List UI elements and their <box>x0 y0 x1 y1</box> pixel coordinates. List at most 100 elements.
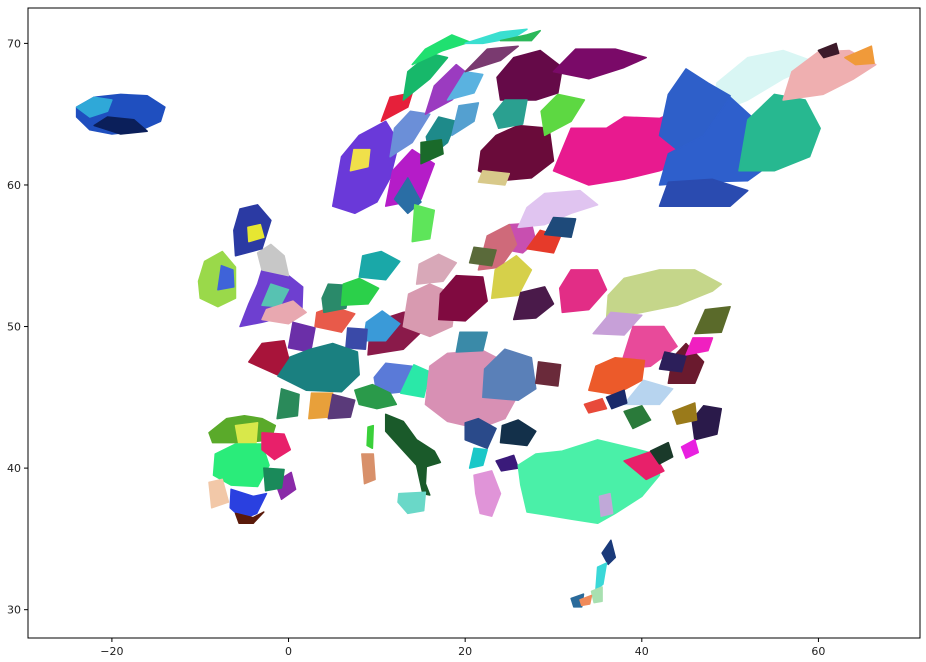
y-tick-label: 40 <box>7 462 21 475</box>
basin-region <box>601 539 617 566</box>
basin-region <box>234 422 259 447</box>
basin-region <box>492 99 528 130</box>
x-tick-label: 20 <box>458 645 472 658</box>
basin-region <box>464 45 519 73</box>
basin-region <box>658 178 749 207</box>
basin-region <box>552 48 647 80</box>
basin-region <box>277 342 360 393</box>
basin-region <box>217 264 235 291</box>
basin-region <box>738 93 821 172</box>
x-tick-label: 60 <box>811 645 825 658</box>
basin-region <box>261 431 292 461</box>
basin-region <box>590 586 603 604</box>
y-tick-label: 30 <box>7 604 21 617</box>
basin-region <box>455 331 488 353</box>
y-tick-label: 70 <box>7 37 21 50</box>
basin-region <box>464 417 497 450</box>
basin-region <box>345 327 368 350</box>
basin-region <box>208 478 230 509</box>
basin-region <box>623 450 665 481</box>
basin-region <box>366 424 375 450</box>
regions-layer <box>75 28 877 608</box>
basin-region <box>384 413 442 496</box>
basin-region <box>464 28 528 45</box>
basin-region <box>411 204 436 243</box>
basin-region <box>361 453 376 485</box>
basin-region <box>711 49 820 115</box>
basin-region <box>558 269 608 314</box>
basin-region <box>256 243 290 277</box>
basin-region <box>649 441 674 465</box>
basin-region <box>496 49 564 101</box>
basin-region <box>817 42 840 59</box>
basin-region <box>340 277 380 307</box>
basin-region <box>473 470 502 517</box>
x-tick-label: −20 <box>100 645 123 658</box>
basin-region <box>691 405 723 441</box>
basin-region <box>618 325 678 370</box>
basin-region <box>354 383 398 410</box>
basin-region <box>468 246 497 267</box>
basin-region <box>411 34 471 66</box>
basin-region <box>680 439 700 459</box>
basin-region <box>499 419 537 447</box>
basin-region <box>844 45 875 66</box>
basin-region <box>437 274 488 322</box>
basin-region <box>362 310 401 342</box>
basin-region <box>274 471 297 501</box>
basin-region <box>623 405 652 430</box>
x-tick-label: 40 <box>635 645 649 658</box>
y-axis: 30 40 50 60 70 <box>7 37 28 617</box>
y-tick-label: 60 <box>7 179 21 192</box>
basin-region <box>499 29 541 42</box>
basin-region <box>671 402 698 425</box>
basin-region <box>598 492 614 517</box>
y-tick-label: 50 <box>7 321 21 334</box>
basin-region <box>397 491 427 515</box>
basin-region <box>358 250 401 281</box>
basin-region <box>694 305 731 335</box>
basin-region <box>234 511 265 525</box>
basin-region <box>420 138 444 165</box>
basin-region <box>623 379 674 406</box>
basin-region <box>287 321 316 353</box>
basin-region <box>212 443 270 488</box>
basin-region <box>685 337 714 356</box>
basin-region <box>446 70 484 101</box>
basin-region <box>543 216 577 239</box>
basin-region <box>512 286 555 321</box>
x-tick-label: 0 <box>285 645 292 658</box>
basin-region <box>308 392 334 420</box>
basin-region <box>451 102 480 137</box>
basin-region <box>197 250 237 308</box>
basin-region <box>261 283 290 308</box>
basin-region <box>75 96 113 118</box>
basin-region <box>261 300 307 325</box>
x-axis: −20 0 20 40 60 <box>100 638 825 658</box>
basin-region <box>373 362 413 396</box>
basin-region <box>535 361 562 387</box>
basin-region <box>327 393 356 420</box>
basin-region <box>579 594 593 607</box>
basin-region <box>314 305 356 333</box>
basin-region <box>248 339 290 376</box>
basin-region <box>517 189 599 229</box>
basin-region <box>583 397 608 414</box>
basin-region <box>592 311 643 336</box>
basin-region <box>263 467 285 492</box>
basin-region <box>490 255 533 299</box>
axes-frame <box>27 7 921 639</box>
basin-region <box>570 593 585 608</box>
basin-region <box>605 269 723 321</box>
basin-region <box>595 562 608 591</box>
basin-region <box>276 388 300 420</box>
basin-region <box>415 253 458 285</box>
basin-region <box>605 389 628 410</box>
basin-region <box>477 170 511 186</box>
basin-region <box>540 93 586 137</box>
basin-region <box>482 348 537 401</box>
basin-region <box>247 223 265 243</box>
basin-region <box>229 488 268 520</box>
basin-region <box>389 110 431 158</box>
